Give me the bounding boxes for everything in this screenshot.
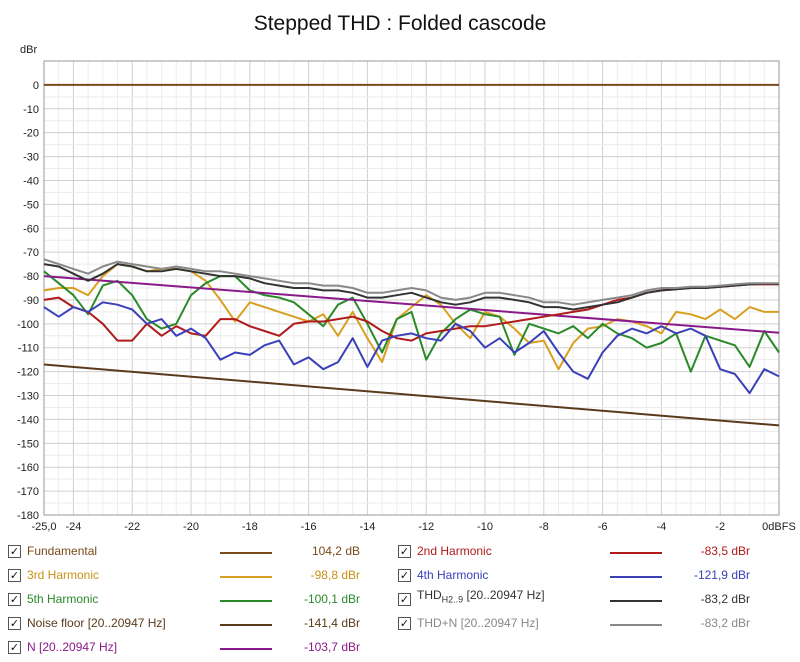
series-line-thd-h2-9-20-20947-hz <box>43 263 779 311</box>
plot-frame <box>43 60 780 516</box>
x-tick-label: 0dBFS <box>762 521 796 533</box>
x-tick-label: -12 <box>418 521 434 533</box>
x-tick-label: -8 <box>539 521 549 533</box>
legend-item-4th-harmonic[interactable]: ✓ 4th Harmonic -121,9 dBr <box>398 566 793 586</box>
legend-item-fundamental[interactable]: ✓ Fundamental 104,2 dB <box>8 542 378 562</box>
x-tick-label: -2 <box>715 521 725 533</box>
y-tick-label: -160 <box>17 462 39 474</box>
x-tick-label: -14 <box>359 521 375 533</box>
chart-area: Stepped THD : Folded cascode dBr 0-10-20… <box>17 12 796 533</box>
grid <box>43 61 780 516</box>
legend-value: -100,1 dBr <box>303 592 360 606</box>
y-tick-label: -70 <box>23 247 39 259</box>
legend-value: -83,5 dBr <box>700 544 750 558</box>
y-tick-label: -170 <box>17 486 39 498</box>
y-tick-label: -120 <box>17 367 39 379</box>
y-tick-label: -90 <box>23 295 39 307</box>
legend-item-2nd-harmonic[interactable]: ✓ 2nd Harmonic -83,5 dBr <box>398 542 793 562</box>
y-tick-label: -140 <box>17 414 39 426</box>
checkbox-checked-icon[interactable]: ✓ <box>8 641 21 654</box>
legend-label: N [20..20947 Hz] <box>27 640 118 654</box>
x-tick-label: -20 <box>183 521 199 533</box>
legend-value: -121,9 dBr <box>693 568 750 582</box>
legend-value: 104,2 dB <box>311 544 360 558</box>
y-axis-label: dBr <box>20 44 37 56</box>
y-tick-label: -60 <box>23 223 39 235</box>
legend-swatch <box>610 600 662 602</box>
series-line-n-20-20947-hz <box>43 275 780 334</box>
legend-item-noise-floor[interactable]: ✓ Noise floor [20..20947 Hz] -141,4 dBr <box>8 614 378 634</box>
legend-swatch <box>220 624 272 626</box>
legend-label: Fundamental <box>27 544 98 558</box>
legend-swatch <box>220 600 272 602</box>
y-tick-label: -180 <box>17 510 39 522</box>
y-tick-label: 0 <box>33 80 39 92</box>
legend-item-thd-n[interactable]: ✓ THD+N [20..20947 Hz] -83,2 dBr <box>398 614 793 634</box>
legend-item-n[interactable]: ✓ N [20..20947 Hz] -103,7 dBr <box>8 638 378 658</box>
legend-item-5th-harmonic[interactable]: ✓ 5th Harmonic -100,1 dBr <box>8 590 378 610</box>
legend-swatch <box>610 552 662 554</box>
y-tick-label: -130 <box>17 391 39 403</box>
checkbox-checked-icon[interactable]: ✓ <box>8 593 21 606</box>
legend-swatch <box>610 576 662 578</box>
x-tick-label: -16 <box>301 521 317 533</box>
checkbox-checked-icon[interactable]: ✓ <box>398 569 411 582</box>
x-tick-label: -18 <box>242 521 258 533</box>
y-tick-label: -100 <box>17 319 39 331</box>
x-tick-label: -4 <box>657 521 667 533</box>
legend-item-thd[interactable]: ✓ THDH2..9 [20..20947 Hz] -83,2 dBr <box>398 588 793 610</box>
legend-swatch <box>220 648 272 650</box>
legend-value: -141,4 dBr <box>303 616 360 630</box>
series-lines <box>43 83 780 427</box>
x-tick-label: -24 <box>65 521 81 533</box>
legend-label-sub: H2..9 <box>441 594 464 605</box>
series-line-4th-harmonic <box>43 301 780 395</box>
y-tick-label: -20 <box>23 128 39 140</box>
x-tick-label: -10 <box>477 521 493 533</box>
checkbox-checked-icon[interactable]: ✓ <box>8 545 21 558</box>
legend-item-3rd-harmonic[interactable]: ✓ 3rd Harmonic -98,8 dBr <box>8 566 378 586</box>
legend-label: THD+N [20..20947 Hz] <box>417 616 539 630</box>
y-tick-label: -50 <box>23 199 39 211</box>
x-tick-label: -25,0 <box>31 521 56 533</box>
legend-label-rest: [20..20947 Hz] <box>463 588 545 602</box>
legend-swatch <box>610 624 662 626</box>
legend-value: -103,7 dBr <box>303 640 360 654</box>
legend-label: 5th Harmonic <box>27 592 99 606</box>
legend-swatch <box>220 576 272 578</box>
legend-label: 4th Harmonic <box>417 568 489 582</box>
legend-label: Noise floor [20..20947 Hz] <box>27 616 166 630</box>
checkbox-checked-icon[interactable]: ✓ <box>398 617 411 630</box>
legend-swatch <box>220 552 272 554</box>
chart-title: Stepped THD : Folded cascode <box>254 12 547 35</box>
y-tick-labels: 0 -10 -20 -30 -40 -50 -60 -70 -80 -90 -100 -110 -120… <box>17 80 39 522</box>
series-line-noise-floor-20-20947-hz <box>43 363 780 427</box>
legend-label-main: THD <box>417 588 442 602</box>
x-tick-labels: -25,0 -24 -22 -20 -18 -16 -14 -12 -10 -8 -6 -4 -2 0dB… <box>31 521 795 533</box>
x-tick-label: -22 <box>124 521 140 533</box>
series-line-5th-harmonic <box>43 270 780 373</box>
series-line-thd-n-20-20947-hz <box>43 258 779 306</box>
checkbox-checked-icon[interactable]: ✓ <box>8 617 21 630</box>
y-tick-label: -40 <box>23 175 39 187</box>
y-tick-label: -10 <box>23 104 39 116</box>
legend-value: -83,2 dBr <box>700 616 750 630</box>
y-tick-label: -110 <box>18 343 39 355</box>
checkbox-checked-icon[interactable]: ✓ <box>8 569 21 582</box>
legend-label: THDH2..9 [20..20947 Hz] <box>417 588 545 604</box>
y-tick-label: -80 <box>23 271 39 283</box>
legend-value: -83,2 dBr <box>700 592 750 606</box>
legend-label: 2nd Harmonic <box>417 544 492 558</box>
legend-value: -98,8 dBr <box>310 568 360 582</box>
checkbox-checked-icon[interactable]: ✓ <box>398 593 411 606</box>
y-tick-label: -30 <box>23 152 39 164</box>
y-tick-label: -150 <box>17 438 39 450</box>
legend-label: 3rd Harmonic <box>27 568 100 582</box>
x-tick-label: -6 <box>598 521 608 533</box>
checkbox-checked-icon[interactable]: ✓ <box>398 545 411 558</box>
